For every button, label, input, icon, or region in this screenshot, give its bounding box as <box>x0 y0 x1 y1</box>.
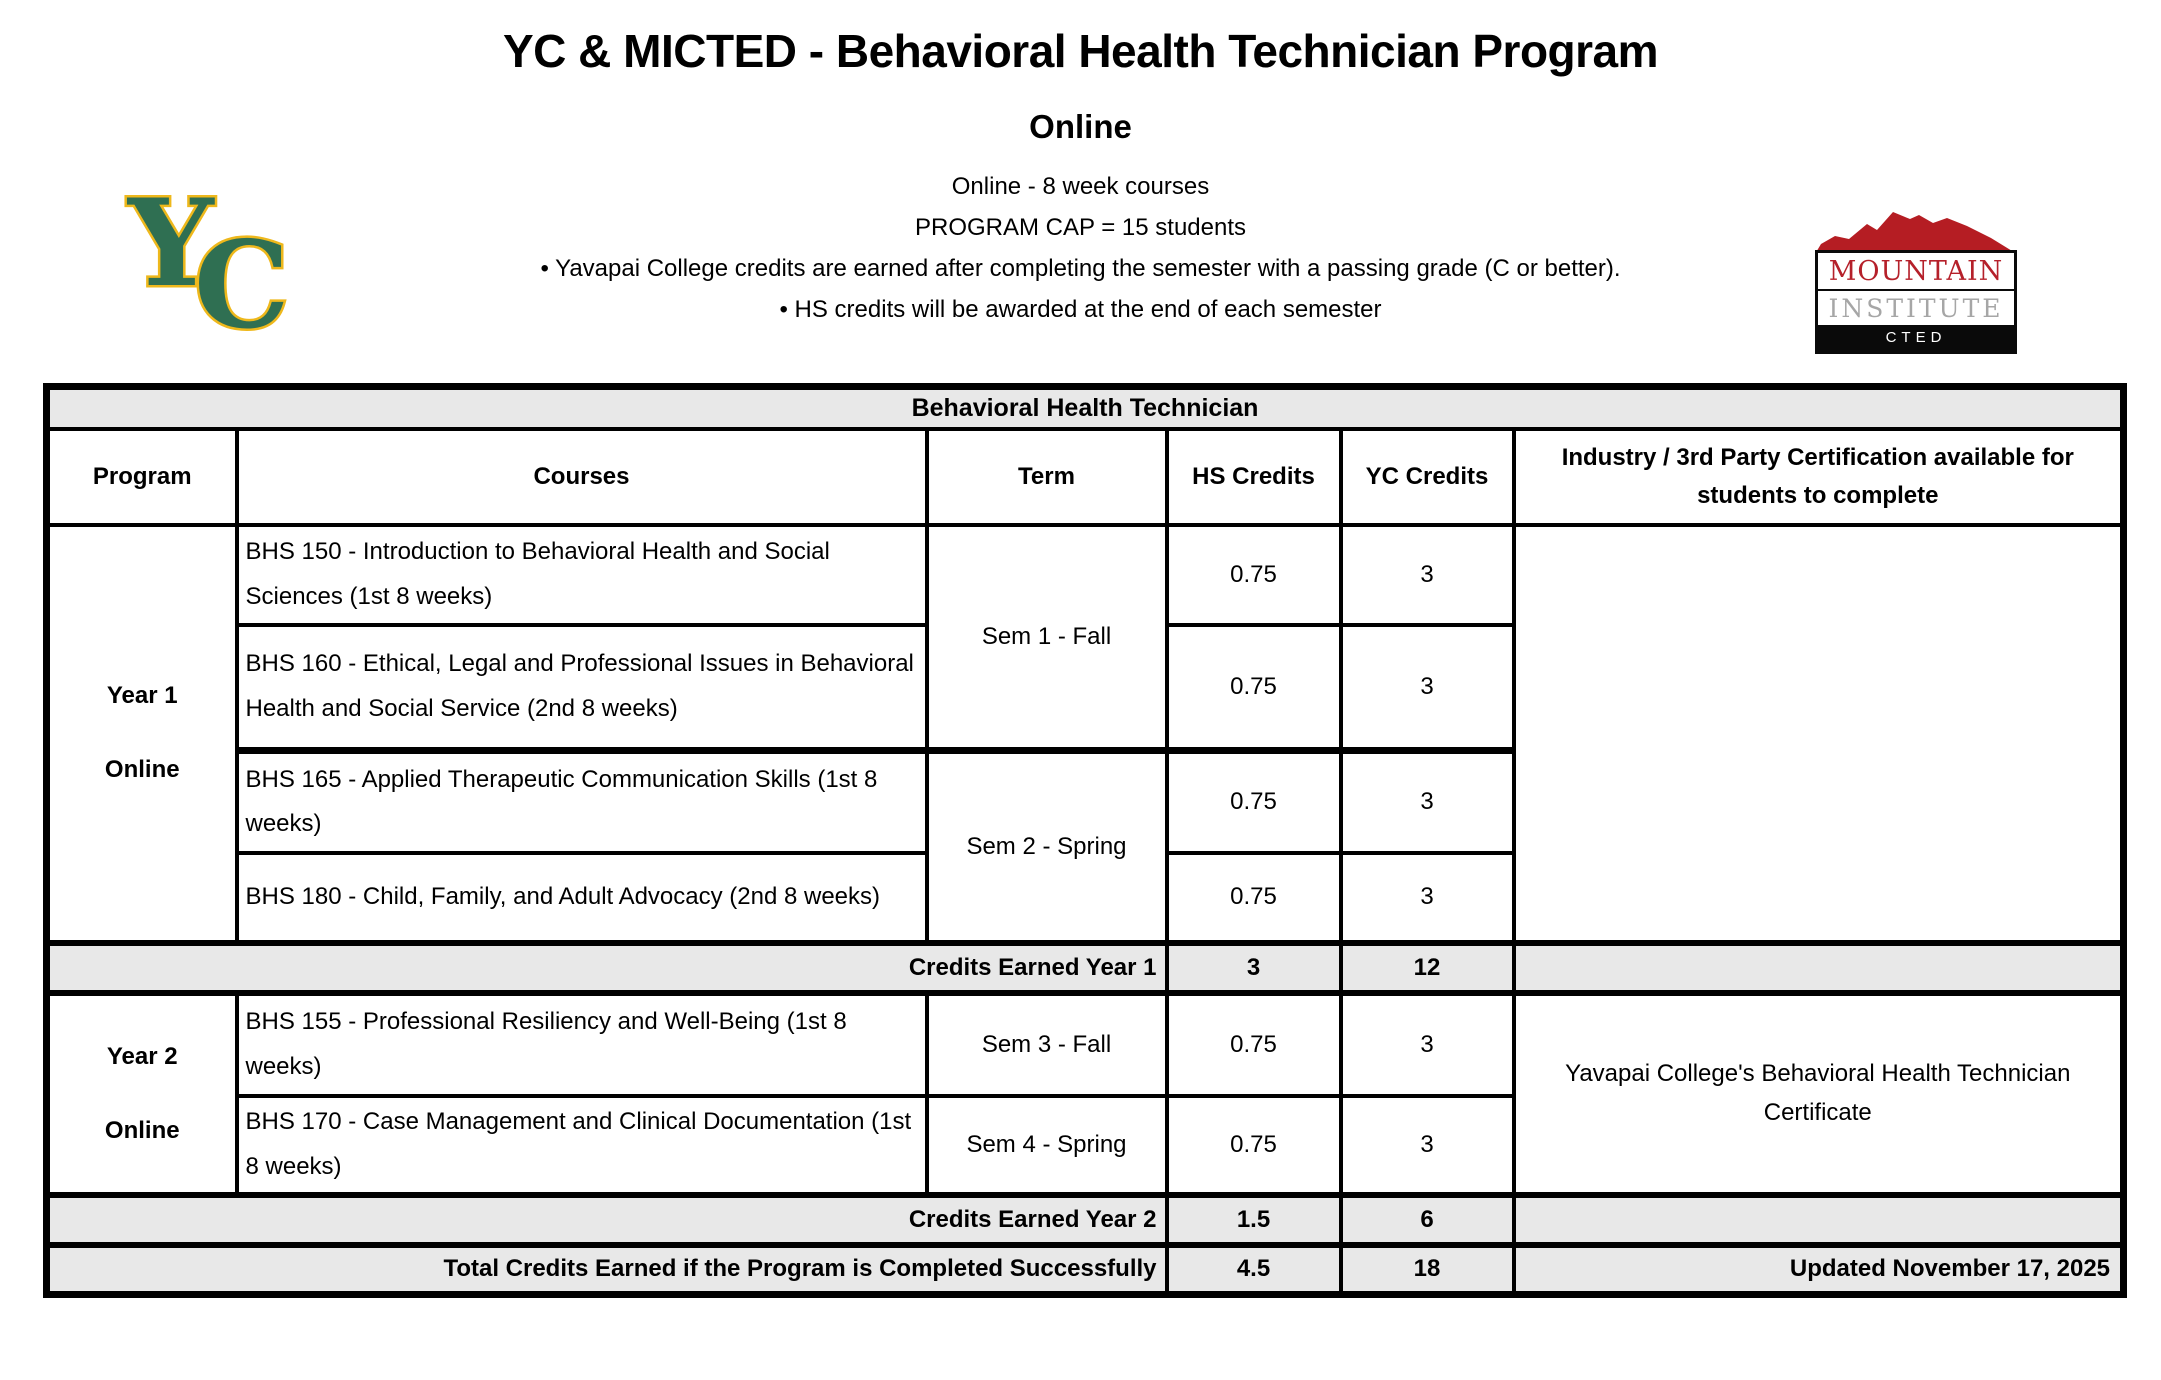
page-title: YC & MICTED - Behavioral Health Technici… <box>502 25 1659 77</box>
table-row: Year 1 Online BHS 150 - Introduction to … <box>44 522 2126 945</box>
mountain-institute-box: MOUNTAIN INSTITUTE CTED <box>1815 250 2017 354</box>
mountain-icon <box>1815 212 2017 254</box>
program-table: Behavioral Health Technician Program Cou… <box>43 383 2128 1298</box>
yc-credits-bhs150: 3 <box>1338 522 1516 627</box>
yavapai-college-logo: Y C <box>126 181 318 356</box>
industry-cell-year1 <box>1511 522 2126 945</box>
credits-earned-year2-hs: 1.5 <box>1164 1191 1343 1248</box>
note-hs-credits: • HS credits will be awarded at the end … <box>779 296 1382 323</box>
yc-credits-bhs180: 3 <box>1338 850 1516 945</box>
note-course-length: Online - 8 week courses <box>951 173 1210 200</box>
term-sem4-spring: Sem 4 - Spring <box>924 1093 1169 1197</box>
column-header-program: Program <box>44 426 239 527</box>
program-cell-year1: Year 1 Online <box>44 522 239 945</box>
course-bhs150: BHS 150 - Introduction to Behavioral Hea… <box>234 522 929 627</box>
updated-date: Updated November 17, 2025 <box>1511 1241 2126 1298</box>
hs-credits-bhs180: 0.75 <box>1164 850 1343 945</box>
column-header-industry: Industry / 3rd Party Certification avail… <box>1511 426 2126 527</box>
hs-credits-bhs160: 0.75 <box>1164 622 1343 753</box>
hs-credits-bhs165: 0.75 <box>1164 747 1343 855</box>
table-row: BHS 165 - Applied Therapeutic Communicat… <box>47 747 2124 945</box>
note-program-cap: PROGRAM CAP = 15 students <box>914 214 1247 241</box>
hs-credits-bhs170: 0.75 <box>1164 1093 1343 1197</box>
delivery-mode-subtitle: Online <box>1029 108 1132 145</box>
total-credits-yc: 18 <box>1338 1241 1516 1298</box>
summary-row-total: Total Credits Earned if the Program is C… <box>44 1241 2126 1298</box>
summary-year2-industry-cell <box>1511 1191 2126 1248</box>
term-sem2-spring: Sem 2 - Spring <box>924 747 1169 945</box>
program-notes: Online - 8 week courses PROGRAM CAP = 15… <box>0 166 2161 330</box>
yc-logo-letter-y: Y <box>126 173 217 314</box>
summary-year1-industry-cell <box>1511 939 2126 996</box>
credits-earned-year2-label: Credits Earned Year 2 <box>44 1191 1169 1248</box>
course-bhs180: BHS 180 - Child, Family, and Adult Advoc… <box>234 850 929 945</box>
program-cell-year2: Year 2 Online <box>44 990 239 1197</box>
year1-label: Year 1 <box>106 682 178 709</box>
industry-cell-year2: Yavapai College's Behavioral Health Tech… <box>1511 990 2126 1197</box>
total-credits-hs: 4.5 <box>1164 1241 1343 1298</box>
course-bhs160: BHS 160 - Ethical, Legal and Professiona… <box>234 622 929 753</box>
total-credits-label: Total Credits Earned if the Program is C… <box>44 1241 1169 1298</box>
hs-credits-bhs150: 0.75 <box>1164 522 1343 627</box>
yc-credits-bhs155: 3 <box>1338 990 1516 1098</box>
table-banner: Behavioral Health Technician <box>44 384 2126 431</box>
column-header-term: Term <box>924 426 1169 527</box>
column-header-courses: Courses <box>234 426 929 527</box>
mountain-institute-logo: MOUNTAIN INSTITUTE CTED <box>1815 208 2017 354</box>
term-sem3-fall: Sem 3 - Fall <box>924 990 1169 1098</box>
term-sem1-fall: Sem 1 - Fall <box>924 522 1169 753</box>
column-header-hs-credits: HS Credits <box>1164 426 1343 527</box>
note-yc-credits: • Yavapai College credits are earned aft… <box>540 255 1621 282</box>
course-bhs170: BHS 170 - Case Management and Clinical D… <box>234 1093 929 1197</box>
mountain-institute-word-mountain: MOUNTAIN <box>1818 253 2014 291</box>
table-row: BHS 180 - Child, Family, and Adult Advoc… <box>47 850 2124 945</box>
credits-earned-year1-yc: 12 <box>1338 939 1516 996</box>
summary-row-year1: Credits Earned Year 1 3 12 <box>44 939 2126 996</box>
yc-credits-bhs170: 3 <box>1338 1093 1516 1197</box>
mountain-institute-word-institute: INSTITUTE <box>1828 294 2004 323</box>
hs-credits-bhs155: 0.75 <box>1164 990 1343 1098</box>
credits-earned-year1-hs: 3 <box>1164 939 1343 996</box>
mountain-institute-word-cted: CTED <box>1818 325 2014 351</box>
yc-credits-bhs165: 3 <box>1338 747 1516 855</box>
table-row: BHS 170 - Case Management and Clinical D… <box>47 1093 2124 1197</box>
column-header-yc-credits: YC Credits <box>1338 426 1516 527</box>
summary-row-year2: Credits Earned Year 2 1.5 6 <box>44 1191 2126 1248</box>
document-header: YC & MICTED - Behavioral Health Technici… <box>0 24 2161 330</box>
table-row: Year 2 Online BHS 155 - Professional Res… <box>44 990 2126 1197</box>
year1-mode-label: Online <box>104 756 180 783</box>
credits-earned-year1-label: Credits Earned Year 1 <box>44 939 1169 996</box>
yc-credits-bhs160: 3 <box>1338 622 1516 753</box>
year2-label: Year 2 <box>106 1042 178 1070</box>
year2-mode-label: Online <box>104 1116 180 1144</box>
credits-earned-year2-yc: 6 <box>1338 1191 1516 1248</box>
course-bhs155: BHS 155 - Professional Resiliency and We… <box>234 990 929 1098</box>
course-bhs165: BHS 165 - Applied Therapeutic Communicat… <box>234 747 929 855</box>
yc-logo-letter-c: C <box>192 215 292 356</box>
table-row: BHS 160 - Ethical, Legal and Professiona… <box>47 622 2124 753</box>
